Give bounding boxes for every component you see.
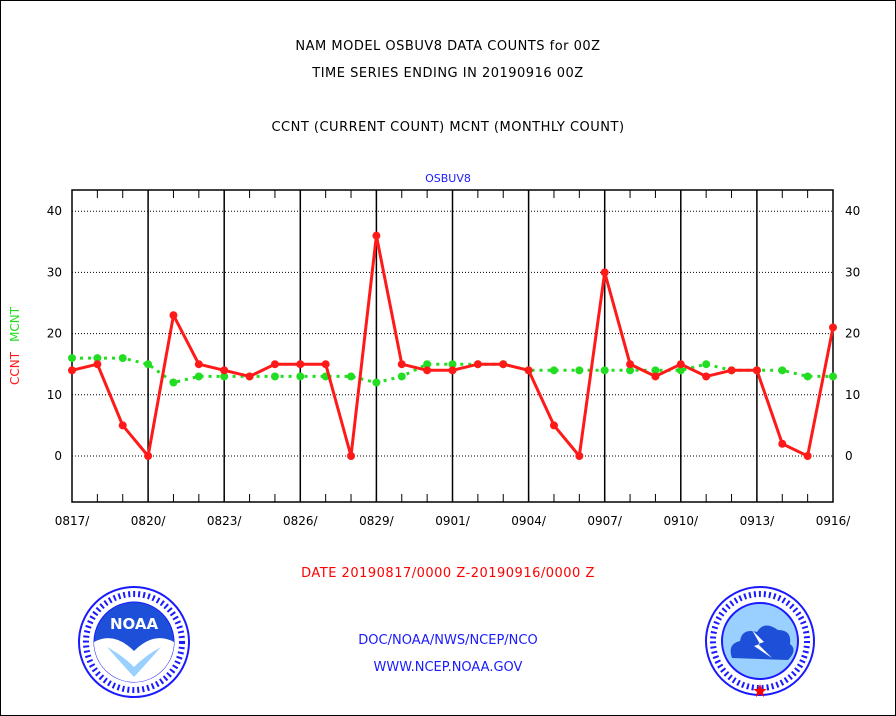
data-point-ccnt [144, 452, 153, 460]
y-tick-label-left: 40 [47, 204, 62, 218]
data-point-ccnt [549, 421, 558, 430]
data-point-ccnt [600, 268, 609, 277]
data-point-ccnt [68, 366, 76, 375]
data-point-ccnt [169, 311, 178, 320]
data-point-ccnt [727, 366, 736, 375]
data-point-ccnt [372, 231, 381, 240]
nws-logo-icon [705, 586, 815, 697]
url-footer: WWW.NCEP.NOAA.GOV [373, 660, 523, 675]
data-point-mcnt [372, 378, 381, 387]
data-point-ccnt [626, 360, 635, 369]
x-tick-label: 0817/ [55, 514, 91, 528]
data-point-mcnt [549, 366, 558, 375]
y-tick-label-right: 30 [845, 265, 860, 279]
data-point-ccnt [676, 360, 685, 369]
data-point-ccnt [93, 360, 102, 369]
org-footer: DOC/NOAA/NWS/NCEP/NCO [358, 633, 538, 648]
data-point-mcnt [423, 360, 432, 369]
chart-subtitle: TIME SERIES ENDING IN 20190916 00Z [312, 66, 584, 81]
data-point-mcnt [651, 366, 660, 375]
y-axis-label: CCNT MCNT [8, 306, 22, 385]
data-point-mcnt [626, 366, 635, 375]
data-point-ccnt [499, 360, 508, 369]
x-tick-label: 0823/ [207, 514, 243, 528]
data-point-ccnt [347, 452, 356, 460]
noaa-logo-text: NOAA [110, 615, 159, 633]
data-point-mcnt [829, 372, 837, 381]
data-point-mcnt [778, 366, 787, 375]
data-point-mcnt [169, 378, 178, 387]
x-tick-label: 0916/ [816, 514, 852, 528]
data-point-mcnt [702, 360, 711, 369]
chart-title: NAM MODEL OSBUV8 DATA COUNTS for 00Z [295, 39, 601, 54]
x-tick-label: 0820/ [131, 514, 167, 528]
data-point-mcnt [676, 366, 685, 375]
data-point-ccnt [524, 366, 533, 375]
x-tick-label: 0907/ [587, 514, 623, 528]
data-point-ccnt [397, 360, 406, 369]
data-point-mcnt [220, 372, 229, 381]
x-tick-label: 0904/ [511, 514, 547, 528]
y-tick-label-left: 0 [54, 449, 62, 463]
data-point-ccnt [220, 366, 229, 375]
noaa-logo-icon: NOAA [78, 586, 190, 698]
x-tick-label: 0829/ [359, 514, 395, 528]
chart-legend-description: CCNT (CURRENT COUNT) MCNT (MONTHLY COUNT… [271, 120, 625, 135]
y-tick-label-right: 0 [845, 449, 853, 463]
data-point-ccnt [423, 366, 432, 375]
data-point-ccnt [778, 439, 787, 448]
data-point-mcnt [296, 372, 305, 381]
data-point-ccnt [829, 323, 837, 332]
station-label: OSBUV8 [425, 172, 471, 185]
y-tick-label-right: 20 [845, 327, 860, 341]
series-ccnt [68, 231, 837, 460]
data-point-mcnt [93, 354, 102, 363]
data-point-mcnt [194, 372, 203, 381]
data-point-mcnt [600, 366, 609, 375]
data-point-mcnt [144, 360, 153, 369]
y-tick-label-left: 30 [47, 265, 62, 279]
data-point-ccnt [321, 360, 330, 369]
data-point-ccnt [270, 360, 279, 369]
date-range-label: DATE 20190817/0000 Z-20190916/0000 Z [301, 566, 595, 581]
y-tick-label-right: 40 [845, 204, 860, 218]
y-tick-label-right: 10 [845, 388, 860, 402]
x-tick-label: 0913/ [740, 514, 776, 528]
data-point-mcnt [347, 372, 356, 381]
data-point-ccnt [118, 421, 127, 430]
data-point-mcnt [270, 372, 279, 381]
data-point-mcnt [803, 372, 812, 381]
data-point-mcnt [448, 360, 457, 369]
data-point-ccnt [575, 452, 584, 460]
data-point-ccnt [752, 366, 761, 375]
data-point-ccnt [194, 360, 203, 369]
data-point-mcnt [118, 354, 127, 363]
data-point-ccnt [448, 366, 457, 375]
data-point-ccnt [473, 360, 482, 369]
data-point-mcnt [397, 372, 406, 381]
data-point-ccnt [702, 372, 711, 381]
y-tick-label-left: 20 [47, 327, 62, 341]
data-point-mcnt [68, 354, 76, 363]
y-axis-label-ccnt: CCNT [8, 351, 22, 385]
x-tick-label: 0826/ [283, 514, 319, 528]
data-point-mcnt [575, 366, 584, 375]
y-axis-label-mcnt: MCNT [8, 306, 22, 342]
data-point-ccnt [651, 372, 660, 381]
y-tick-label-left: 10 [47, 388, 62, 402]
data-point-ccnt [245, 372, 254, 381]
data-point-ccnt [296, 360, 305, 369]
x-tick-label: 0910/ [664, 514, 700, 528]
data-point-ccnt [803, 452, 812, 460]
x-tick-label: 0901/ [435, 514, 471, 528]
